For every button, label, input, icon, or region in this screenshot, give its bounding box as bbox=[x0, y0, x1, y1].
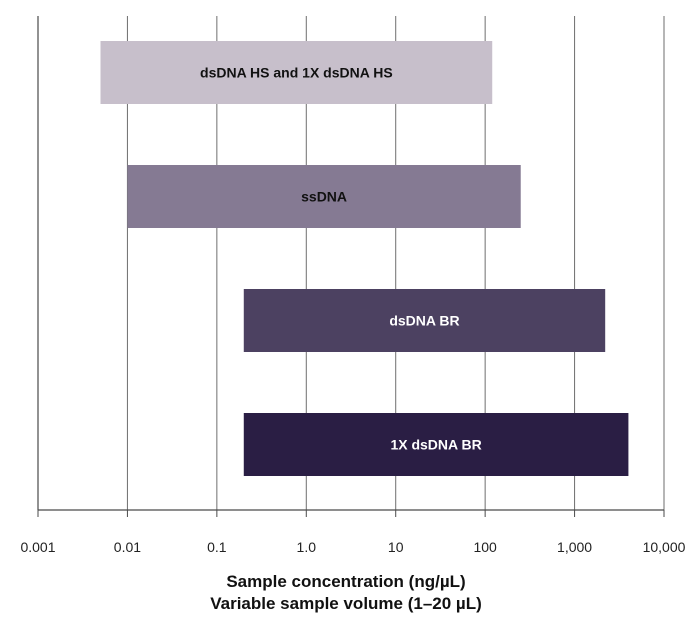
range-bar-label: dsDNA HS and 1X dsDNA HS bbox=[200, 65, 393, 81]
tick-label: 0.01 bbox=[114, 539, 141, 555]
tick-label: 10,000 bbox=[643, 539, 686, 555]
range-bar-label: dsDNA BR bbox=[389, 313, 459, 329]
range-bar bbox=[127, 165, 521, 228]
tick-label: 100 bbox=[473, 539, 497, 555]
axes-group bbox=[37, 16, 665, 517]
tick-labels-group: 0.001 0.01 0.1 1.0 10 100 1,000 10,000 bbox=[20, 539, 685, 555]
tick-label: 0.001 bbox=[20, 539, 55, 555]
range-bar bbox=[243, 289, 606, 352]
tick-label: 10 bbox=[388, 539, 404, 555]
bars-group: dsDNA HS and 1X dsDNA HS ssDNA dsDNA BR 1X … bbox=[100, 41, 629, 476]
range-bar-label: 1X dsDNA BR bbox=[390, 437, 481, 453]
range-bar bbox=[243, 413, 629, 476]
range-bar-label: ssDNA bbox=[301, 189, 347, 205]
tick-label: 1.0 bbox=[297, 539, 317, 555]
tick-label: 1,000 bbox=[557, 539, 592, 555]
range-bar bbox=[100, 41, 493, 104]
x-axis-title: Sample concentration (ng/µL) bbox=[226, 572, 466, 591]
tick-label: 0.1 bbox=[207, 539, 227, 555]
x-axis-subtitle: Variable sample volume (1–20 µL) bbox=[210, 594, 482, 613]
